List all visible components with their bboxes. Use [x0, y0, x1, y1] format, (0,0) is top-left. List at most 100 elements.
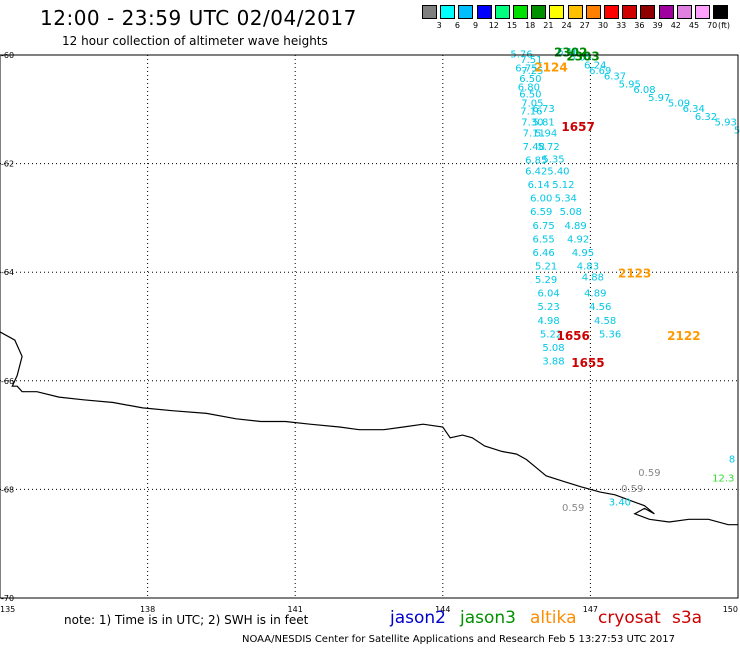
wave-height-value: 7.16: [520, 107, 542, 118]
pass-time-label: 1656: [556, 329, 589, 343]
wave-height-value: 6.08: [633, 85, 655, 96]
wave-height-value: 6.59: [530, 207, 552, 218]
wave-height-value: 4.98: [537, 316, 559, 327]
units-note: note: 1) Time is in UTC; 2) SWH is in fe…: [64, 613, 309, 627]
scale-swatch: [476, 5, 492, 19]
lon-tick-label: 144: [435, 605, 450, 614]
scale-label: 70: [707, 21, 718, 30]
lat-tick-label: -70: [1, 594, 14, 603]
scale-label: 27: [579, 21, 590, 30]
lon-tick-label: 135: [0, 605, 15, 614]
wave-height-value: 5.94: [535, 128, 557, 139]
wave-height-value: 0.59: [621, 484, 643, 495]
wave-height-value: 7.11: [523, 128, 545, 139]
plot-frame: [0, 54, 739, 599]
coastline: [0, 331, 738, 526]
wave-height-value: 3.40: [609, 498, 631, 509]
scale-label: 6: [454, 21, 460, 30]
lat-tick-label: -68: [1, 485, 14, 494]
scale-label: 42: [670, 21, 681, 30]
lon-tick-label: 147: [583, 605, 598, 614]
pass-time-label: 2122: [667, 329, 700, 343]
wave-height-value: 5.93: [715, 118, 737, 129]
wave-height-value: 5: [734, 126, 740, 137]
scale-swatch: [458, 5, 474, 19]
scale-swatch: [695, 5, 710, 19]
wave-height-value: 4.89: [584, 289, 606, 300]
wave-height-value: 6.14: [528, 180, 550, 191]
wave-height-value: 6.80: [518, 82, 540, 93]
wave-height-value: 4.95: [572, 248, 594, 259]
scale-label: 24: [561, 21, 572, 30]
wave-height-value: 6.42: [525, 166, 547, 177]
credit-footer: NOAA/NESDIS Center for Satellite Applica…: [242, 634, 675, 645]
satellite-label-s3a: s3a: [672, 608, 703, 628]
scale-swatch: [513, 5, 528, 19]
scale-swatch: [549, 5, 565, 19]
scale-swatch: [494, 5, 510, 19]
wave-height-value: 7.05: [521, 99, 543, 110]
wave-height-value: 6.34: [683, 104, 705, 115]
map-subtitle: 12 hour collection of altimeter wave hei…: [62, 34, 328, 48]
scale-swatch: [676, 5, 692, 19]
antarctic-coastline: [0, 331, 738, 526]
wave-height-value: 7.51: [520, 55, 542, 66]
scale-label: 39: [652, 21, 663, 30]
scale-swatch: [604, 5, 619, 19]
wave-height-value: 3.88: [542, 357, 564, 368]
lon-tick-label: 150: [723, 605, 738, 614]
wave-height-value: 5.65: [569, 52, 591, 63]
wave-height-value: 5.08: [542, 343, 564, 354]
wave-height-value: 4.88: [582, 272, 604, 283]
wave-height-value: 5.40: [547, 166, 569, 177]
wave-height-value: 5.72: [537, 142, 559, 153]
wave-height-value: 5.23: [537, 302, 559, 313]
scale-swatch: [567, 5, 583, 19]
wave-height-value: 5.35: [542, 155, 564, 166]
scale-swatch: [658, 5, 674, 19]
wave-height-value: 6.04: [537, 289, 559, 300]
wave-height-value: 6.32: [695, 112, 717, 123]
wave-height-value: 5.22: [540, 329, 562, 340]
wave-height-value: 6.75: [533, 221, 555, 232]
wave-height-value: 8: [729, 454, 735, 465]
wave-height-value: 5.95: [619, 80, 641, 91]
scale-swatch: [422, 5, 437, 19]
scale-swatch: [713, 5, 729, 19]
lon-tick-label: 141: [288, 605, 303, 614]
pass-time-label: 1655: [571, 356, 604, 370]
lat-tick-label: -62: [1, 160, 14, 169]
wave-height-value: 7.48: [523, 142, 545, 153]
scale-label: 30: [597, 21, 609, 30]
scale-unit: (ft): [718, 21, 731, 30]
wave-height-value: 0.59: [562, 503, 584, 514]
wave-height-value: 5.34: [555, 194, 577, 205]
wave-height-value: 4.56: [589, 302, 611, 313]
wave-height-value: 6.46: [533, 248, 555, 259]
scale-swatch: [585, 5, 601, 19]
pass-time-label: 2124: [534, 60, 567, 74]
wave-height-value: 7.30: [521, 118, 543, 129]
satellite-label-altika: altika: [530, 608, 577, 628]
wave-height-value: 5.97: [648, 93, 670, 104]
scale-swatch: [640, 5, 656, 19]
wave-height-value: 0.59: [638, 468, 660, 479]
pass-time-label: 2302: [554, 46, 587, 60]
wave-height-value: 5.81: [533, 118, 555, 129]
map-title: 12:00 - 23:59 UTC 02/04/2017: [40, 6, 357, 30]
scale-label: 45: [688, 21, 700, 30]
scale-label: 33: [616, 21, 627, 30]
scale-label: 9: [473, 21, 479, 30]
scale-swatch: [622, 5, 638, 19]
wave-height-value: 5.12: [552, 180, 574, 191]
wave-height-value: 4.58: [594, 316, 616, 327]
scale-label: 36: [634, 21, 645, 30]
wave-height-value: 5.21: [535, 261, 557, 272]
wave-height-value: 4.92: [567, 234, 589, 245]
grid-lines: [0, 55, 738, 598]
wave-height-value: 6.16: [557, 47, 579, 58]
scale-label: 21: [543, 21, 554, 30]
